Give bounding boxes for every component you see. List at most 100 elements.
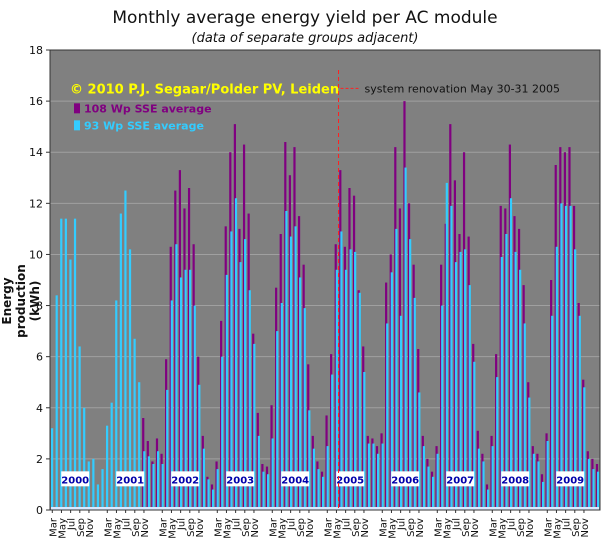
- x-tick-label: Sep: [131, 518, 142, 537]
- bar-93wp: [170, 300, 173, 510]
- x-tick-label: Nov: [305, 518, 316, 538]
- bar-93wp: [312, 448, 316, 510]
- bar-93wp: [445, 182, 448, 510]
- x-tick-label: May: [497, 518, 508, 539]
- bar-93wp: [294, 226, 297, 511]
- bar-93wp: [486, 489, 490, 510]
- bar-93wp: [253, 343, 256, 510]
- bar-93wp: [454, 262, 458, 510]
- bar-93wp: [198, 384, 201, 510]
- x-tick-label: Sep: [406, 518, 417, 537]
- bar-93wp: [372, 443, 375, 510]
- bar-93wp: [404, 167, 407, 511]
- x-tick-label: Nov: [525, 518, 536, 538]
- bar-93wp: [564, 205, 568, 510]
- bar-93wp: [303, 308, 306, 510]
- x-tick-label: Mar: [48, 517, 59, 537]
- year-label: 2004: [281, 475, 309, 486]
- year-label: 2006: [391, 475, 419, 486]
- x-tick-label: Nov: [470, 518, 481, 538]
- bar-93wp: [184, 269, 187, 510]
- x-tick-label: Mar: [268, 517, 279, 537]
- bar-93wp: [280, 303, 283, 510]
- bar-93wp: [431, 476, 435, 510]
- bar-93wp: [266, 474, 270, 510]
- bar-93wp: [55, 295, 58, 510]
- bar-93wp: [596, 471, 600, 510]
- bar-93wp: [491, 446, 494, 510]
- x-tick-label: Mar: [378, 517, 389, 537]
- bar-93wp: [555, 246, 558, 510]
- bar-93wp: [436, 453, 439, 510]
- bar-93wp: [248, 290, 251, 510]
- bar-93wp: [239, 262, 242, 510]
- year-label: 2001: [116, 475, 144, 486]
- bar-93wp: [64, 218, 67, 510]
- x-tick-label: Nov: [140, 518, 151, 538]
- bar-93wp: [138, 382, 141, 510]
- bar-108wp: [146, 441, 149, 510]
- bar-93wp: [189, 269, 192, 510]
- bar-93wp: [166, 389, 169, 510]
- bar-93wp: [464, 249, 467, 511]
- x-tick-label: Sep: [461, 518, 472, 537]
- bar-93wp: [211, 489, 215, 510]
- bar-93wp: [175, 244, 178, 510]
- x-tick-label: May: [57, 518, 68, 539]
- bar-93wp: [519, 269, 522, 510]
- bar-93wp: [234, 198, 238, 510]
- y-tick-label: 16: [29, 95, 43, 108]
- bar-93wp: [225, 274, 228, 510]
- bar-93wp: [473, 361, 476, 510]
- year-label-box: [446, 471, 475, 487]
- x-tick-label: May: [277, 518, 288, 539]
- year-label-box: [116, 471, 145, 487]
- bar-93wp: [285, 211, 288, 510]
- year-label-box: [171, 471, 200, 487]
- bar-93wp: [92, 458, 95, 510]
- bar-93wp: [321, 476, 325, 510]
- x-tick-label: Jul: [397, 518, 408, 531]
- year-label-box: [391, 471, 420, 487]
- x-tick-label: May: [387, 518, 398, 539]
- bar-93wp: [363, 372, 366, 510]
- x-tick-label: Nov: [85, 518, 96, 538]
- bar-93wp: [216, 469, 219, 510]
- bar-93wp: [560, 203, 563, 511]
- bar-93wp: [500, 257, 503, 510]
- plot-area: [49, 49, 601, 511]
- bar-93wp: [395, 228, 398, 510]
- bar-108wp: [160, 453, 163, 510]
- bar-93wp: [143, 451, 146, 510]
- bar-93wp: [409, 239, 412, 510]
- bar-93wp: [587, 458, 591, 510]
- year-label: 2000: [61, 475, 89, 486]
- year-label: 2003: [226, 475, 254, 486]
- bar-93wp: [133, 338, 136, 510]
- bar-93wp: [221, 356, 224, 510]
- bar-93wp: [115, 300, 118, 510]
- x-tick-label: Jul: [507, 518, 518, 531]
- bar-108wp: [187, 188, 191, 510]
- bar-93wp: [340, 231, 343, 510]
- bar-93wp: [299, 277, 302, 510]
- bar-93wp: [537, 461, 540, 510]
- bar-93wp: [386, 323, 389, 510]
- y-tick-label: 18: [29, 44, 43, 57]
- bar-93wp: [509, 198, 513, 510]
- bar-93wp: [569, 205, 572, 510]
- bar-93wp: [230, 231, 233, 510]
- x-tick-label: Jul: [287, 518, 298, 531]
- bar-93wp: [427, 466, 430, 510]
- y-tick-label: 0: [36, 504, 43, 517]
- bar-93wp: [335, 269, 338, 510]
- bar-93wp: [532, 453, 536, 510]
- bar-93wp: [207, 479, 210, 510]
- bar-93wp: [523, 323, 526, 510]
- bar-93wp: [578, 315, 581, 510]
- year-label: 2007: [446, 475, 474, 486]
- y-tick-label: 12: [29, 197, 43, 210]
- bar-93wp: [358, 292, 361, 510]
- bar-93wp: [110, 402, 113, 510]
- x-tick-label: Jul: [562, 518, 573, 531]
